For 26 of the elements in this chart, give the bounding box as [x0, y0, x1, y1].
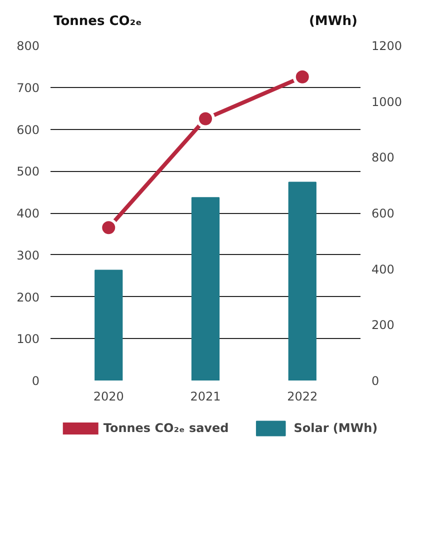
- y2-tick-label: 200: [372, 318, 394, 332]
- y-tick-label: 600: [16, 122, 40, 137]
- bar: [288, 182, 316, 380]
- y-tick-label: 400: [16, 206, 40, 220]
- y2-tick-label: 1000: [372, 94, 402, 109]
- y2-tick-label: 1200: [372, 39, 402, 53]
- y-tick-label: 700: [16, 80, 40, 95]
- y-tick-label: 200: [16, 290, 40, 304]
- x-tick-label: 2020: [93, 390, 124, 404]
- y2-axis-title: (MWh): [308, 14, 358, 29]
- y2-tick-label: 400: [372, 262, 394, 276]
- x-tick-label: 2021: [190, 390, 221, 404]
- y-tick-label: 800: [16, 39, 40, 53]
- y-axis-title: Tonnes CO₂ₑ: [54, 14, 142, 29]
- y2-tick-label: 0: [372, 374, 380, 388]
- legend-label: Tonnes CO₂ₑ saved: [103, 420, 229, 437]
- y-tick-label: 0: [32, 374, 40, 388]
- legend-label: Solar (MWh): [294, 420, 378, 437]
- bar: [191, 197, 220, 380]
- y2-tick-label: 600: [372, 206, 394, 220]
- y-tick-label: 300: [16, 248, 40, 262]
- y-tick-label: 500: [16, 164, 40, 179]
- x-tick-label: 2022: [287, 390, 318, 404]
- bar: [94, 270, 123, 380]
- y-tick-label: 100: [16, 332, 40, 346]
- y2-tick-label: 800: [372, 150, 394, 165]
